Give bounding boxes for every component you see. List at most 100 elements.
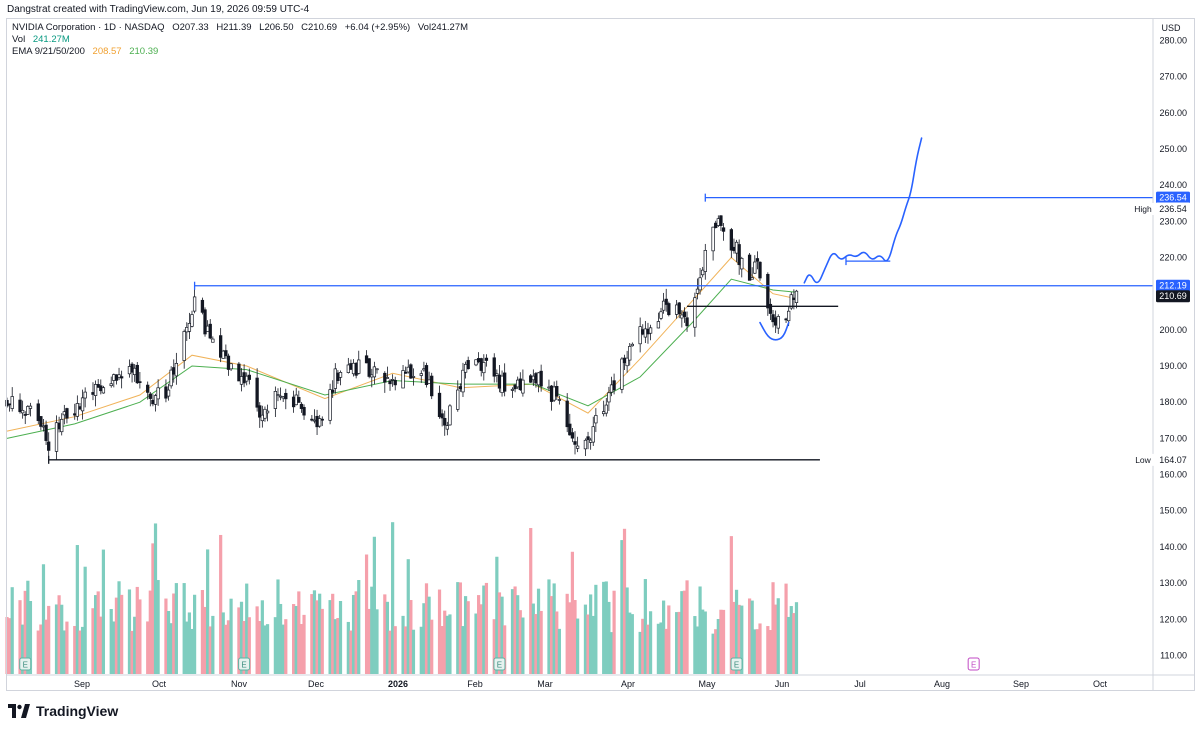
volume-bar	[602, 581, 606, 674]
time-tick-label: Sep	[74, 679, 90, 689]
volume-bar	[555, 611, 559, 674]
drawn-levels[interactable]	[48, 193, 1153, 464]
candle-body	[302, 407, 306, 416]
volume-bar	[492, 619, 496, 674]
candle-body	[484, 357, 489, 361]
candle	[182, 329, 186, 369]
candle-body	[153, 395, 158, 405]
volume-bar	[391, 522, 395, 674]
candle-body	[701, 269, 705, 276]
candle	[375, 368, 379, 374]
volume-bar	[153, 523, 158, 674]
volume-bar	[747, 598, 752, 674]
volume-bar	[208, 626, 212, 674]
candle	[776, 314, 780, 334]
candle-body	[474, 359, 478, 366]
volume-bar	[5, 617, 9, 674]
volume-bar	[659, 622, 663, 674]
earnings-marker[interactable]: E	[238, 657, 251, 671]
earnings-marker[interactable]: E	[493, 657, 506, 671]
candle	[174, 352, 179, 385]
volume-bar	[265, 624, 270, 674]
candle	[661, 292, 666, 314]
tradingview-brand[interactable]: TradingView	[8, 703, 118, 719]
candle-body	[229, 363, 233, 370]
candle-body	[146, 384, 150, 393]
volume-bar	[792, 613, 796, 674]
candle-body	[661, 300, 666, 311]
candle-body	[755, 258, 760, 262]
candle-body	[440, 413, 444, 419]
candle-body	[101, 387, 106, 394]
price-axis[interactable]: USD 280.00 270.00 260.00 250.00 240.00 230.00 2…	[1131, 18, 1191, 691]
volume-bar	[583, 604, 588, 674]
price-tick-label: 150.00	[1159, 506, 1187, 516]
candle	[419, 370, 423, 383]
candle-body	[10, 396, 14, 409]
candle-body	[26, 406, 30, 415]
volume-bar	[80, 626, 85, 674]
time-axis[interactable]: Sep Oct Nov Dec 2026 Feb Mar Apr May Jun Jul Aug Sep…	[6, 674, 1195, 689]
earnings-marker[interactable]: E	[730, 657, 743, 671]
projection-drawing[interactable]	[759, 137, 923, 341]
candle-body	[28, 405, 33, 409]
volume-bar	[281, 624, 285, 674]
candle-body	[156, 387, 160, 400]
candle	[388, 378, 392, 391]
volume-bar	[112, 621, 116, 674]
candle	[299, 402, 304, 413]
candle	[36, 399, 40, 425]
candle	[620, 357, 624, 394]
volume-bar	[549, 596, 554, 674]
volume-bar	[732, 601, 736, 674]
price-tick-label: 220.00	[1159, 252, 1187, 262]
candle-body	[656, 321, 661, 329]
volume-bar	[320, 608, 324, 674]
candle-body	[630, 343, 634, 347]
time-tick-label: Dec	[308, 679, 325, 689]
price-badge: 236.54	[1155, 202, 1191, 216]
candle	[328, 383, 332, 425]
volume-bar	[185, 621, 189, 674]
candle	[219, 328, 223, 363]
earnings-marker[interactable]: E	[19, 657, 32, 671]
earnings-e-icon: E	[734, 661, 739, 670]
volume-bar	[625, 587, 629, 674]
candle	[456, 380, 460, 412]
volume-bar	[620, 540, 624, 674]
volume-bar	[482, 585, 486, 674]
candle	[747, 252, 752, 281]
candle	[247, 368, 251, 385]
candle-body	[385, 377, 390, 379]
volume-bar	[789, 606, 793, 674]
vol-label[interactable]: Vol	[12, 34, 26, 45]
volume-bar	[135, 586, 139, 674]
earnings-marker[interactable]: E	[967, 657, 980, 671]
volume-bar	[78, 630, 82, 674]
candle-body	[693, 297, 697, 328]
volume-bar	[711, 633, 715, 674]
volume-bar	[630, 614, 634, 674]
symbol-title[interactable]: NVIDIA Corporation · 1D · NASDAQ	[12, 22, 165, 33]
candle-body	[664, 298, 668, 305]
volume-bar	[474, 613, 478, 674]
candle	[768, 298, 773, 320]
volume-bar	[463, 596, 468, 674]
candle-body	[443, 417, 447, 426]
low-tag-text: Low	[1135, 455, 1151, 465]
ema-label[interactable]: EMA 9/21/50/200	[12, 46, 85, 57]
candle-body	[18, 399, 22, 413]
volume-bar	[721, 609, 726, 674]
volume-bar	[148, 590, 152, 674]
volume-bar	[466, 601, 470, 674]
candle	[166, 383, 171, 401]
candle	[265, 404, 270, 422]
volume-bar	[172, 593, 176, 674]
volume-bar	[529, 528, 533, 674]
candle	[766, 272, 770, 316]
volume-bar	[716, 618, 720, 674]
candle	[721, 222, 726, 241]
candle	[591, 416, 595, 447]
